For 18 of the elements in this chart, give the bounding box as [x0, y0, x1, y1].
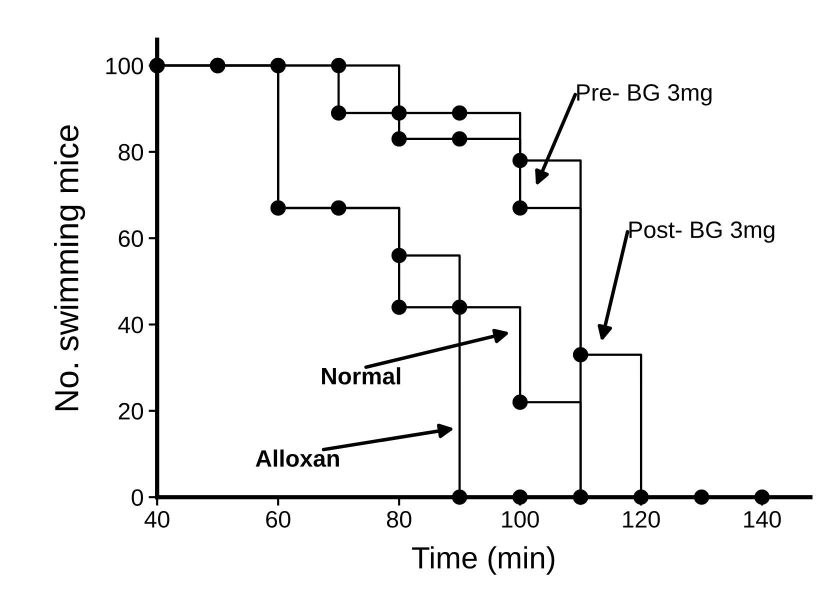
x-tick-label: 140 [744, 510, 781, 528]
x-tick-label: 80 [387, 510, 412, 528]
x-tick-label: 120 [623, 510, 660, 528]
y-tick-label: 100 [106, 58, 144, 74]
annotation: Pre- BG 3mg [577, 84, 712, 106]
x-axis-title: Time (min) [412, 546, 554, 575]
annotation: Alloxan [256, 450, 339, 467]
x-tick-label: 40 [144, 510, 170, 528]
y-axis-title: No. swimming mice [54, 125, 86, 410]
y-tick-label: 80 [118, 144, 144, 161]
y-tick-label: 60 [118, 230, 144, 247]
y-tick-label: 40 [118, 316, 144, 334]
x-tick-label: 60 [266, 510, 290, 528]
annotation: Post- BG 3mg [629, 221, 774, 243]
y-tick-label: 0 [132, 489, 144, 506]
annotation: Normal [322, 367, 400, 385]
y-tick-label: 20 [118, 402, 144, 420]
x-tick-label: 100 [502, 510, 539, 528]
